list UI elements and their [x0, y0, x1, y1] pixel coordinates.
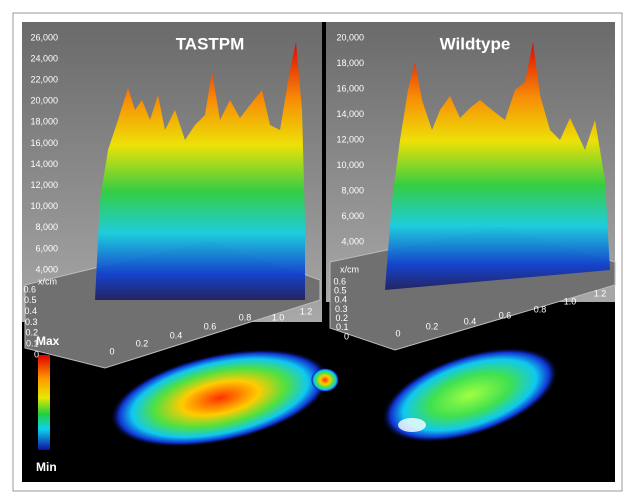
z-tick-label: 18,000	[30, 117, 58, 127]
z-tick-label: 16,000	[30, 138, 58, 148]
depth-tick-label: 0.3	[25, 317, 38, 327]
depth-tick-label: 0	[344, 331, 349, 341]
z-tick-label: 12,000	[30, 180, 58, 190]
x-tick-label: 0.2	[136, 338, 149, 348]
depth-tick-label: 0.2	[25, 328, 38, 338]
z-tick-label: 4,000	[35, 264, 58, 274]
depth-tick-label: 0.5	[24, 295, 37, 305]
x-tick-label: 1.0	[564, 296, 577, 306]
colorbar	[38, 355, 50, 450]
x-tick-label: 0.6	[204, 321, 217, 331]
depth-tick-label: 0	[34, 349, 39, 359]
depth-axis-label: x/cm	[38, 276, 57, 286]
z-tick-label: 16,000	[336, 83, 364, 93]
colorbar-max: Max	[36, 334, 60, 348]
z-tick-label: 20,000	[336, 32, 364, 42]
z-tick-label: 26,000	[30, 32, 58, 42]
panel-title: Wildtype	[440, 34, 511, 53]
x-tick-label: 1.2	[300, 306, 313, 316]
z-tick-label: 8,000	[35, 222, 58, 232]
x-tick-label: 0.6	[499, 310, 512, 320]
depth-tick-label: 0.1	[26, 339, 39, 349]
z-tick-label: 14,000	[336, 109, 364, 119]
right-heatmap-spot	[398, 418, 426, 432]
figure: Max Min TASTPM Wildtype 26,000 24,000 22,0…	[0, 0, 635, 502]
x-tick-label: 1.2	[594, 288, 607, 298]
x-tick-label: 0.4	[464, 316, 477, 326]
z-tick-label: 4,000	[341, 236, 364, 246]
z-tick-label: 8,000	[341, 185, 364, 195]
z-tick-label: 14,000	[30, 159, 58, 169]
x-tick-label: 0.8	[534, 304, 547, 314]
z-tick-label: 6,000	[341, 211, 364, 221]
left-heatmap-spot	[311, 368, 339, 392]
depth-tick-label: 0.4	[24, 306, 37, 316]
z-tick-label: 10,000	[336, 160, 364, 170]
z-tick-label: 24,000	[30, 53, 58, 63]
x-tick-label: 0.2	[426, 321, 439, 331]
x-tick-label: 0	[109, 346, 114, 356]
z-tick-label: 18,000	[336, 58, 364, 68]
depth-axis-label: x/cm	[340, 264, 359, 274]
z-tick-label: 22,000	[30, 75, 58, 85]
colorbar-min: Min	[36, 460, 57, 474]
depth-tick-label: 0.6	[23, 284, 36, 294]
z-tick-label: 12,000	[336, 134, 364, 144]
z-tick-label: 10,000	[30, 201, 58, 211]
x-tick-label: 0.4	[170, 330, 183, 340]
z-tick-label: 20,000	[30, 96, 58, 106]
z-tick-label: 6,000	[35, 243, 58, 253]
panel-title: TASTPM	[176, 34, 245, 53]
x-tick-label: 0.8	[239, 312, 252, 322]
x-tick-label: 1.0	[272, 312, 285, 322]
x-tick-label: 0	[395, 328, 400, 338]
